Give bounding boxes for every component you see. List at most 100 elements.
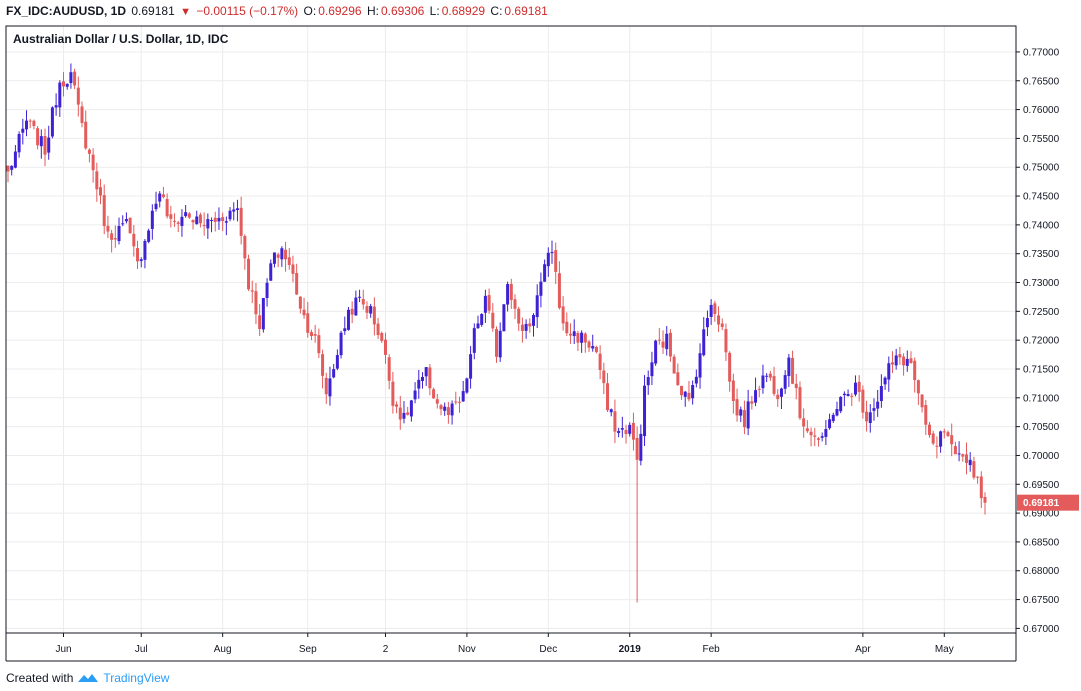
candle-body (221, 217, 225, 222)
candle-body (953, 446, 957, 455)
price-tick-label: 0.76000 (1023, 105, 1060, 116)
candle-body (857, 381, 861, 392)
candle-body (909, 358, 913, 364)
candle-body (206, 219, 210, 229)
time-tick-label: Dec (539, 644, 557, 655)
candle-body (757, 388, 761, 390)
time-axis[interactable]: Jun Jul Aug Sep 2 Nov Dec 2019 Feb Apr May (55, 633, 954, 655)
candle-body (587, 341, 591, 348)
candle-body (143, 240, 147, 260)
candle-body (150, 210, 154, 229)
candle-body (424, 367, 428, 377)
price-tick-label: 0.75000 (1023, 163, 1060, 174)
candle-body (102, 195, 106, 227)
candle-body (87, 149, 91, 154)
candle-body (591, 346, 595, 349)
candle-body (302, 309, 306, 316)
price-tick-label: 0.73500 (1023, 249, 1060, 260)
candle-body (169, 214, 173, 219)
candle-body (565, 321, 569, 334)
candle-body (624, 429, 628, 434)
candle-body (47, 137, 51, 153)
candle-body (787, 357, 791, 377)
candle-body (524, 323, 528, 331)
candle-body (258, 315, 262, 329)
last-price-badge (1017, 494, 1079, 511)
candle-body (972, 461, 976, 478)
tradingview-brand[interactable]: TradingView (103, 671, 170, 685)
candle-body (561, 306, 565, 324)
candle-body (961, 454, 965, 457)
candle-body (713, 303, 717, 314)
candle-body (380, 333, 384, 341)
candle-body (924, 405, 928, 425)
candle-body (506, 284, 510, 305)
price-tick-label: 0.72500 (1023, 307, 1060, 318)
candle-body (198, 214, 202, 224)
candle-body (513, 299, 517, 309)
candle-body (772, 376, 776, 394)
candle-body (539, 281, 543, 296)
candle-body (217, 217, 221, 222)
open-label: O: (303, 4, 317, 18)
candle-body (136, 248, 140, 262)
candle-body (598, 353, 602, 371)
price-tick-label: 0.74000 (1023, 220, 1060, 231)
candle-body (798, 387, 802, 419)
candle-body (32, 120, 36, 126)
candle-body (117, 225, 121, 242)
price-tick-label: 0.67000 (1023, 624, 1060, 635)
candle-body (276, 254, 280, 258)
candle-body (43, 136, 47, 155)
candle-body (742, 410, 746, 428)
price-tick-label: 0.74500 (1023, 192, 1060, 203)
candle-body (868, 412, 872, 423)
candle-body (39, 136, 43, 147)
open-value: 0.69296 (318, 4, 362, 18)
chart-title: Australian Dollar / U.S. Dollar, 1D, IDC (13, 32, 229, 46)
candle-body (913, 360, 917, 381)
candle-body (628, 424, 632, 434)
candle-body (890, 362, 894, 365)
price-axis[interactable]: 0.77000 0.76500 0.76000 0.75500 0.75000 0.745… (1016, 47, 1079, 635)
candle-body (809, 431, 813, 436)
candle-body (450, 403, 454, 416)
time-tick-label: Aug (214, 644, 232, 655)
candle-body (483, 295, 487, 313)
candle-body (461, 391, 465, 402)
candle-body (354, 297, 358, 316)
candle-body (816, 438, 820, 440)
candle-body (350, 308, 354, 315)
plot-border (5, 25, 1017, 634)
symbol-name[interactable]: FX_IDC:AUDUSD, 1D (6, 4, 127, 18)
candle-body (235, 208, 239, 211)
candle-body (776, 394, 780, 400)
candle-body (983, 497, 987, 503)
candle-body (580, 332, 584, 343)
candle-body (902, 356, 906, 366)
candle-body (487, 295, 491, 311)
candle-body (802, 418, 806, 427)
candle-body (161, 194, 165, 198)
candle-body (898, 354, 902, 358)
down-arrow-icon: ▼ (180, 6, 191, 18)
high-label: H: (366, 4, 379, 18)
candle-body (517, 308, 521, 324)
low-label: L: (429, 4, 440, 18)
candle-body (346, 309, 350, 330)
candle-body (10, 165, 14, 170)
candle-body (154, 203, 158, 210)
candle-body (528, 323, 532, 327)
last-price-badge-label: 0.69181 (1023, 498, 1060, 509)
candle-body (321, 354, 325, 376)
candle-body (358, 296, 362, 298)
candle-body (498, 330, 502, 358)
candle-body (243, 236, 247, 259)
candle-body (254, 291, 258, 315)
candle-body (139, 259, 143, 262)
candle-body (791, 357, 795, 384)
candle-body (383, 339, 387, 355)
candle-body (672, 356, 676, 374)
candle-body (54, 105, 58, 108)
